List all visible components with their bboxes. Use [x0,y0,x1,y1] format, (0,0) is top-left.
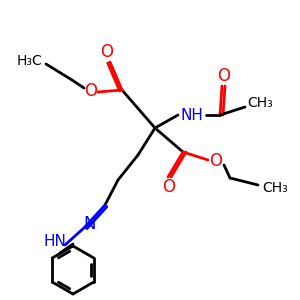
Text: O: O [100,43,113,61]
Text: HN: HN [44,235,66,250]
Text: CH₃: CH₃ [262,181,288,195]
Text: H₃C: H₃C [17,54,43,68]
Text: CH₃: CH₃ [247,96,273,110]
Text: O: O [209,152,223,170]
Text: O: O [163,178,176,196]
Text: N: N [84,215,96,233]
Text: O: O [85,82,98,100]
Text: NH: NH [181,107,203,122]
Text: O: O [218,67,230,85]
